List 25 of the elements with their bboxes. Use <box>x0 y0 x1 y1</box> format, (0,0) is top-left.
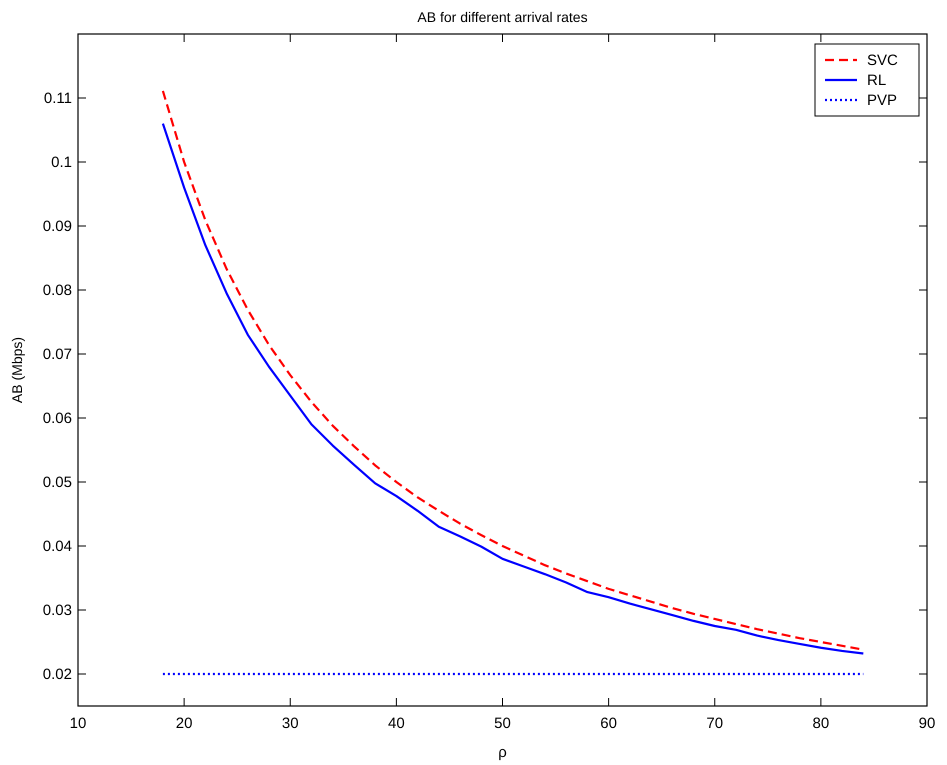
y-tick-label: 0.11 <box>44 90 72 107</box>
chart-title: AB for different arrival rates <box>417 9 588 25</box>
y-tick-label: 0.05 <box>42 474 72 491</box>
y-axis-title: AB (Mbps) <box>9 336 25 404</box>
x-tick-label: 20 <box>176 715 192 732</box>
x-tick-label: 60 <box>600 715 617 732</box>
legend-label: PVP <box>867 92 898 109</box>
x-tick-label: 70 <box>706 715 724 732</box>
y-tick-label: 0.08 <box>42 282 72 299</box>
y-tick-label: 0.07 <box>42 346 72 363</box>
y-tick-label: 0.04 <box>42 538 72 555</box>
x-tick-label: 50 <box>494 715 511 732</box>
x-axis-title: ρ <box>498 744 507 761</box>
y-tick-label: 0.09 <box>42 218 72 235</box>
legend-label: SVC <box>867 52 898 69</box>
y-tick-label: 0.06 <box>42 410 72 427</box>
x-tick-label: 10 <box>70 715 86 732</box>
legend-label: RL <box>867 72 886 89</box>
x-tick-label: 90 <box>918 715 936 732</box>
y-tick-label: 0.03 <box>42 602 72 619</box>
x-tick-label: 30 <box>282 715 299 732</box>
x-tick-label: 80 <box>812 715 830 732</box>
y-tick-label: 0.1 <box>51 154 72 171</box>
y-tick-label: 0.02 <box>42 666 72 683</box>
x-tick-label: 40 <box>388 715 405 732</box>
